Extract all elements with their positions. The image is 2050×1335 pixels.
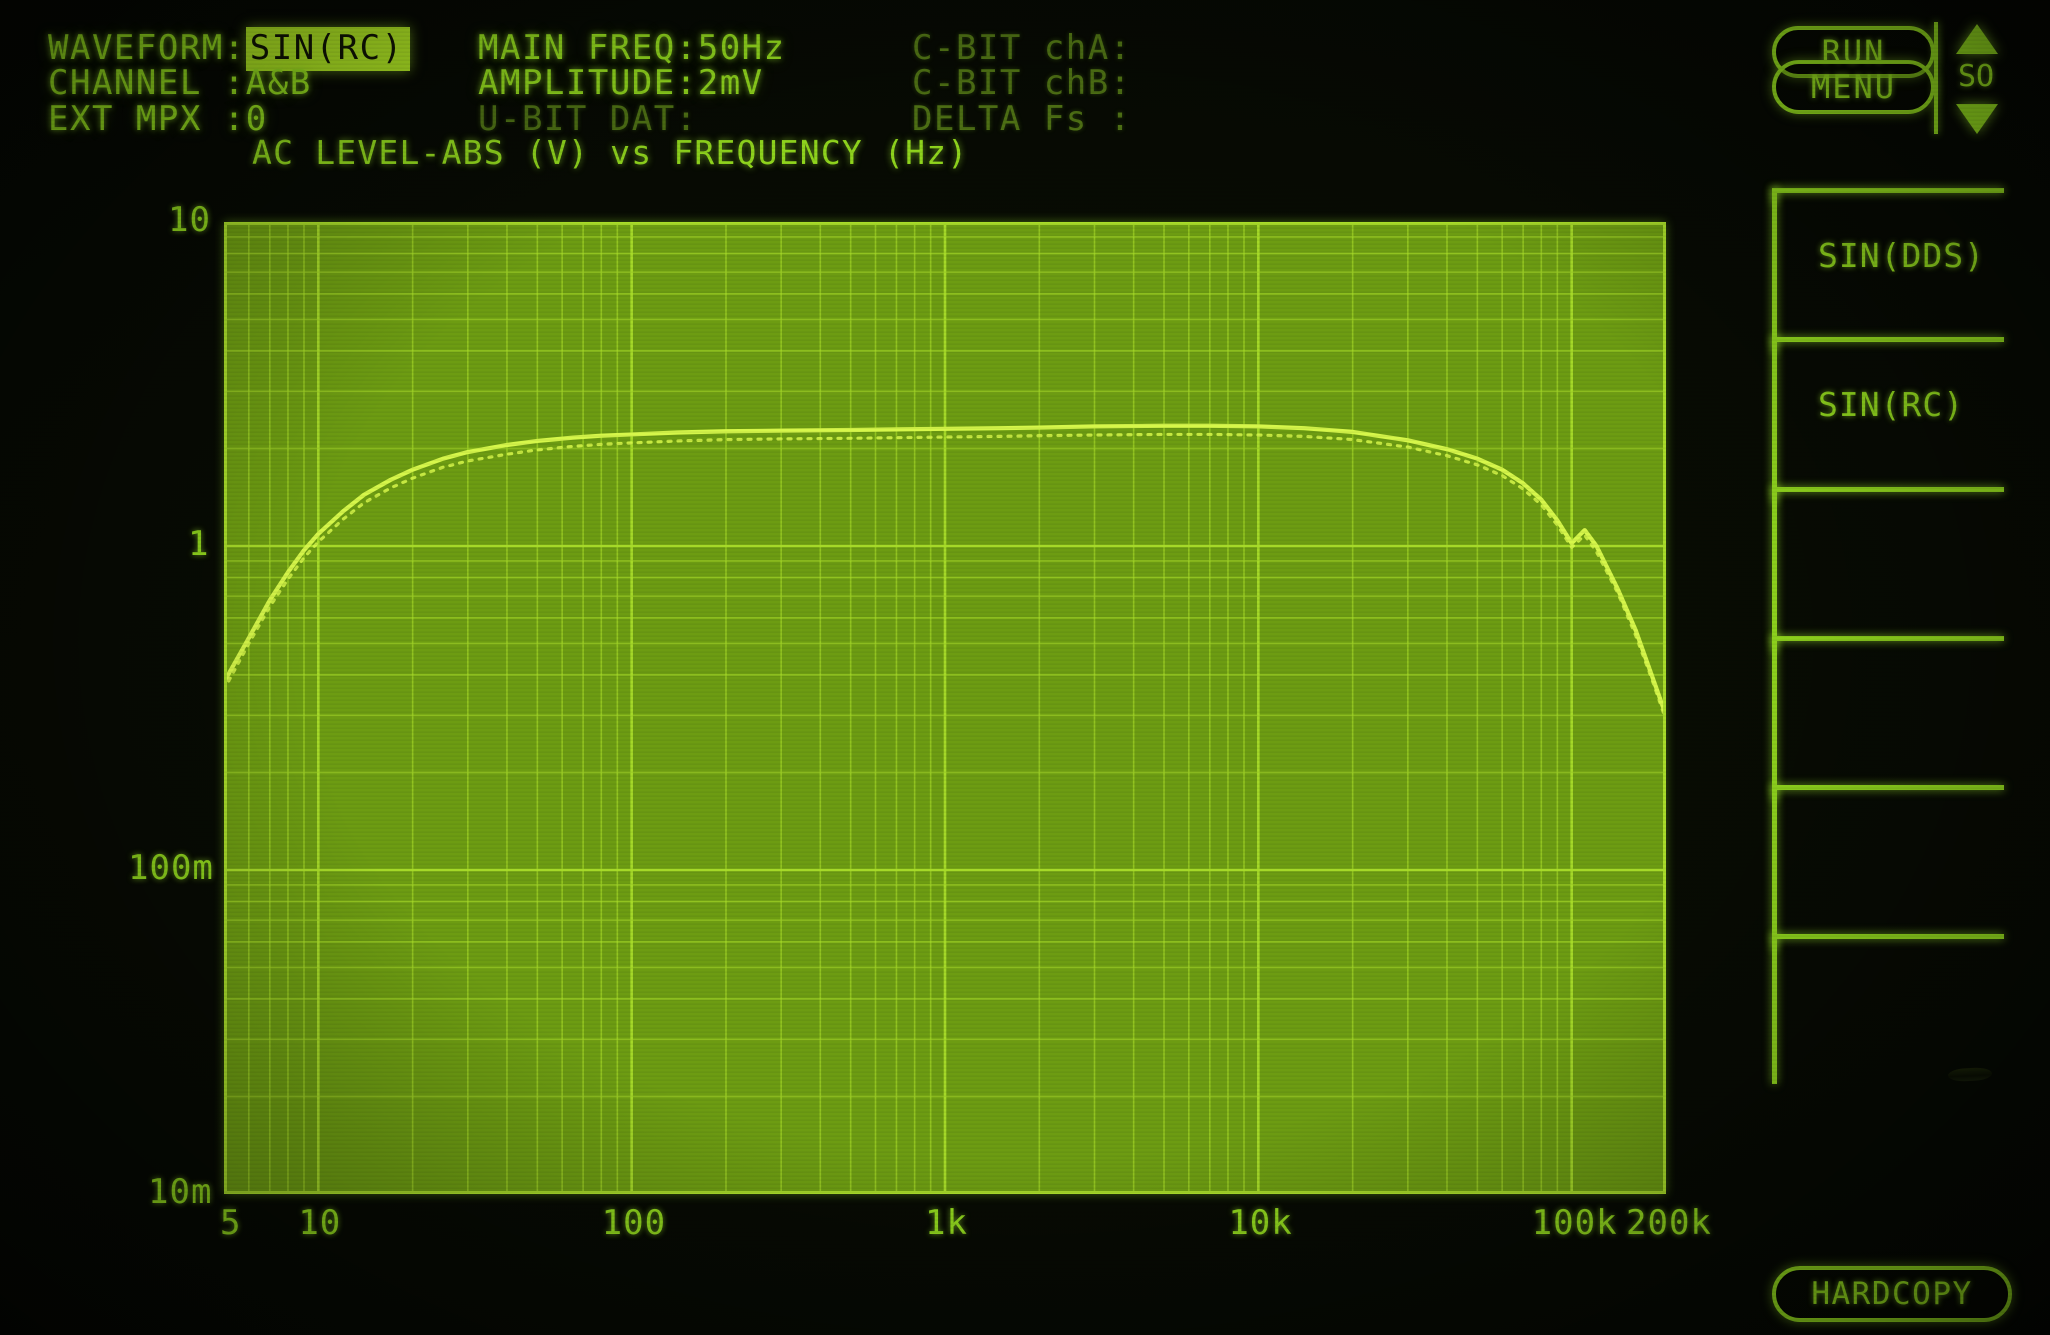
main-freq-sep: :	[675, 28, 698, 68]
x-tick-4: 10k	[1228, 1203, 1293, 1243]
softkey-label: SIN(DDS)	[1818, 236, 1985, 275]
softkey-divider	[1772, 337, 2004, 343]
softkey-divider	[1772, 486, 2004, 492]
amplitude-field[interactable]: AMPLITUDE:2mV	[478, 63, 764, 103]
menu-button[interactable]: MENU	[1772, 60, 1935, 114]
softkey-divider	[1772, 188, 2004, 193]
plot-title: AC LEVEL-ABS (V) vs FREQUENCY (Hz)	[252, 133, 969, 172]
main-freq-value: 50Hz	[697, 28, 786, 68]
c-bit-chb-sep: :	[1109, 63, 1132, 103]
softkey-tick	[1772, 934, 1777, 951]
y-tick-0: 10	[168, 200, 211, 240]
amplitude-sep: :	[675, 63, 698, 103]
x-tick-3: 1k	[925, 1203, 968, 1243]
softkey-tick	[1772, 785, 1777, 802]
softkey-divider	[1772, 785, 2004, 791]
softkey-tick	[1772, 635, 1777, 652]
channel-value: A&B	[245, 63, 312, 103]
triangle-down-icon[interactable]	[1956, 104, 1998, 134]
x-tick-1: 10	[298, 1203, 342, 1243]
softkey-3[interactable]	[1772, 486, 2004, 636]
softkey-1[interactable]: SIN(DDS)	[1772, 188, 2004, 337]
x-tick-6: 200k	[1626, 1203, 1712, 1243]
scroll-divider	[1934, 22, 1938, 134]
ext-mpx-field[interactable]: EXT MPX :0	[48, 99, 268, 139]
softkey-5[interactable]	[1772, 785, 2004, 934]
graph-plot-area	[224, 222, 1666, 1194]
c-bit-cha-label: C-BIT chA	[912, 28, 1110, 68]
triangle-up-icon[interactable]	[1956, 24, 1998, 54]
softkey-divider	[1772, 934, 2004, 940]
c-bit-chb-label: C-BIT chB	[912, 63, 1110, 103]
waveform-sep: :	[223, 28, 246, 68]
channel-field[interactable]: CHANNEL :A&B	[48, 63, 312, 103]
c-bit-cha-sep: :	[1109, 28, 1132, 68]
delta-fs-sep: :	[1109, 99, 1132, 139]
x-tick-2: 100	[601, 1203, 667, 1243]
ext-mpx-label: EXT MPX	[48, 99, 224, 139]
scroll-indicator[interactable]: SO	[1934, 22, 2006, 134]
channel-sep: :	[223, 63, 246, 103]
frequency-response-plot	[224, 222, 1666, 1194]
softkey-tick	[1772, 337, 1777, 354]
softkey-label: SIN(RC)	[1818, 385, 1965, 425]
main-freq-field[interactable]: MAIN FREQ:50Hz	[478, 28, 786, 68]
c-bit-chb-field: C-BIT chB:	[912, 63, 1132, 103]
waveform-field[interactable]: WAVEFORM: SIN(RC)	[48, 27, 410, 71]
softkey-menu: SIN(DDS) SIN(RC)	[1772, 188, 2004, 1084]
softkey-4[interactable]	[1772, 635, 2004, 785]
softkey-divider	[1772, 635, 2004, 641]
y-tick-2: 100m	[128, 848, 214, 888]
main-freq-label: MAIN FREQ	[478, 28, 676, 68]
y-tick-3: 10m	[148, 1172, 213, 1212]
softkey-2[interactable]: SIN(RC)	[1772, 337, 2004, 486]
waveform-label: WAVEFORM	[48, 28, 224, 68]
channel-label: CHANNEL	[48, 63, 224, 103]
ext-mpx-sep: :	[223, 99, 246, 139]
amplitude-value: 2mV	[697, 63, 764, 103]
hardcopy-button[interactable]: HARDCOPY	[1772, 1266, 2012, 1322]
c-bit-cha-field: C-BIT chA:	[912, 28, 1132, 68]
x-tick-0: 5	[220, 1203, 242, 1243]
y-tick-1: 1	[188, 524, 210, 564]
softkey-tick	[1772, 486, 1777, 503]
amplitude-label: AMPLITUDE	[478, 63, 676, 103]
softkey-6[interactable]	[1772, 934, 2004, 1083]
softkey-tick	[1772, 188, 1777, 204]
scroll-value: SO	[1957, 59, 1995, 94]
x-tick-5: 100k	[1531, 1203, 1618, 1243]
